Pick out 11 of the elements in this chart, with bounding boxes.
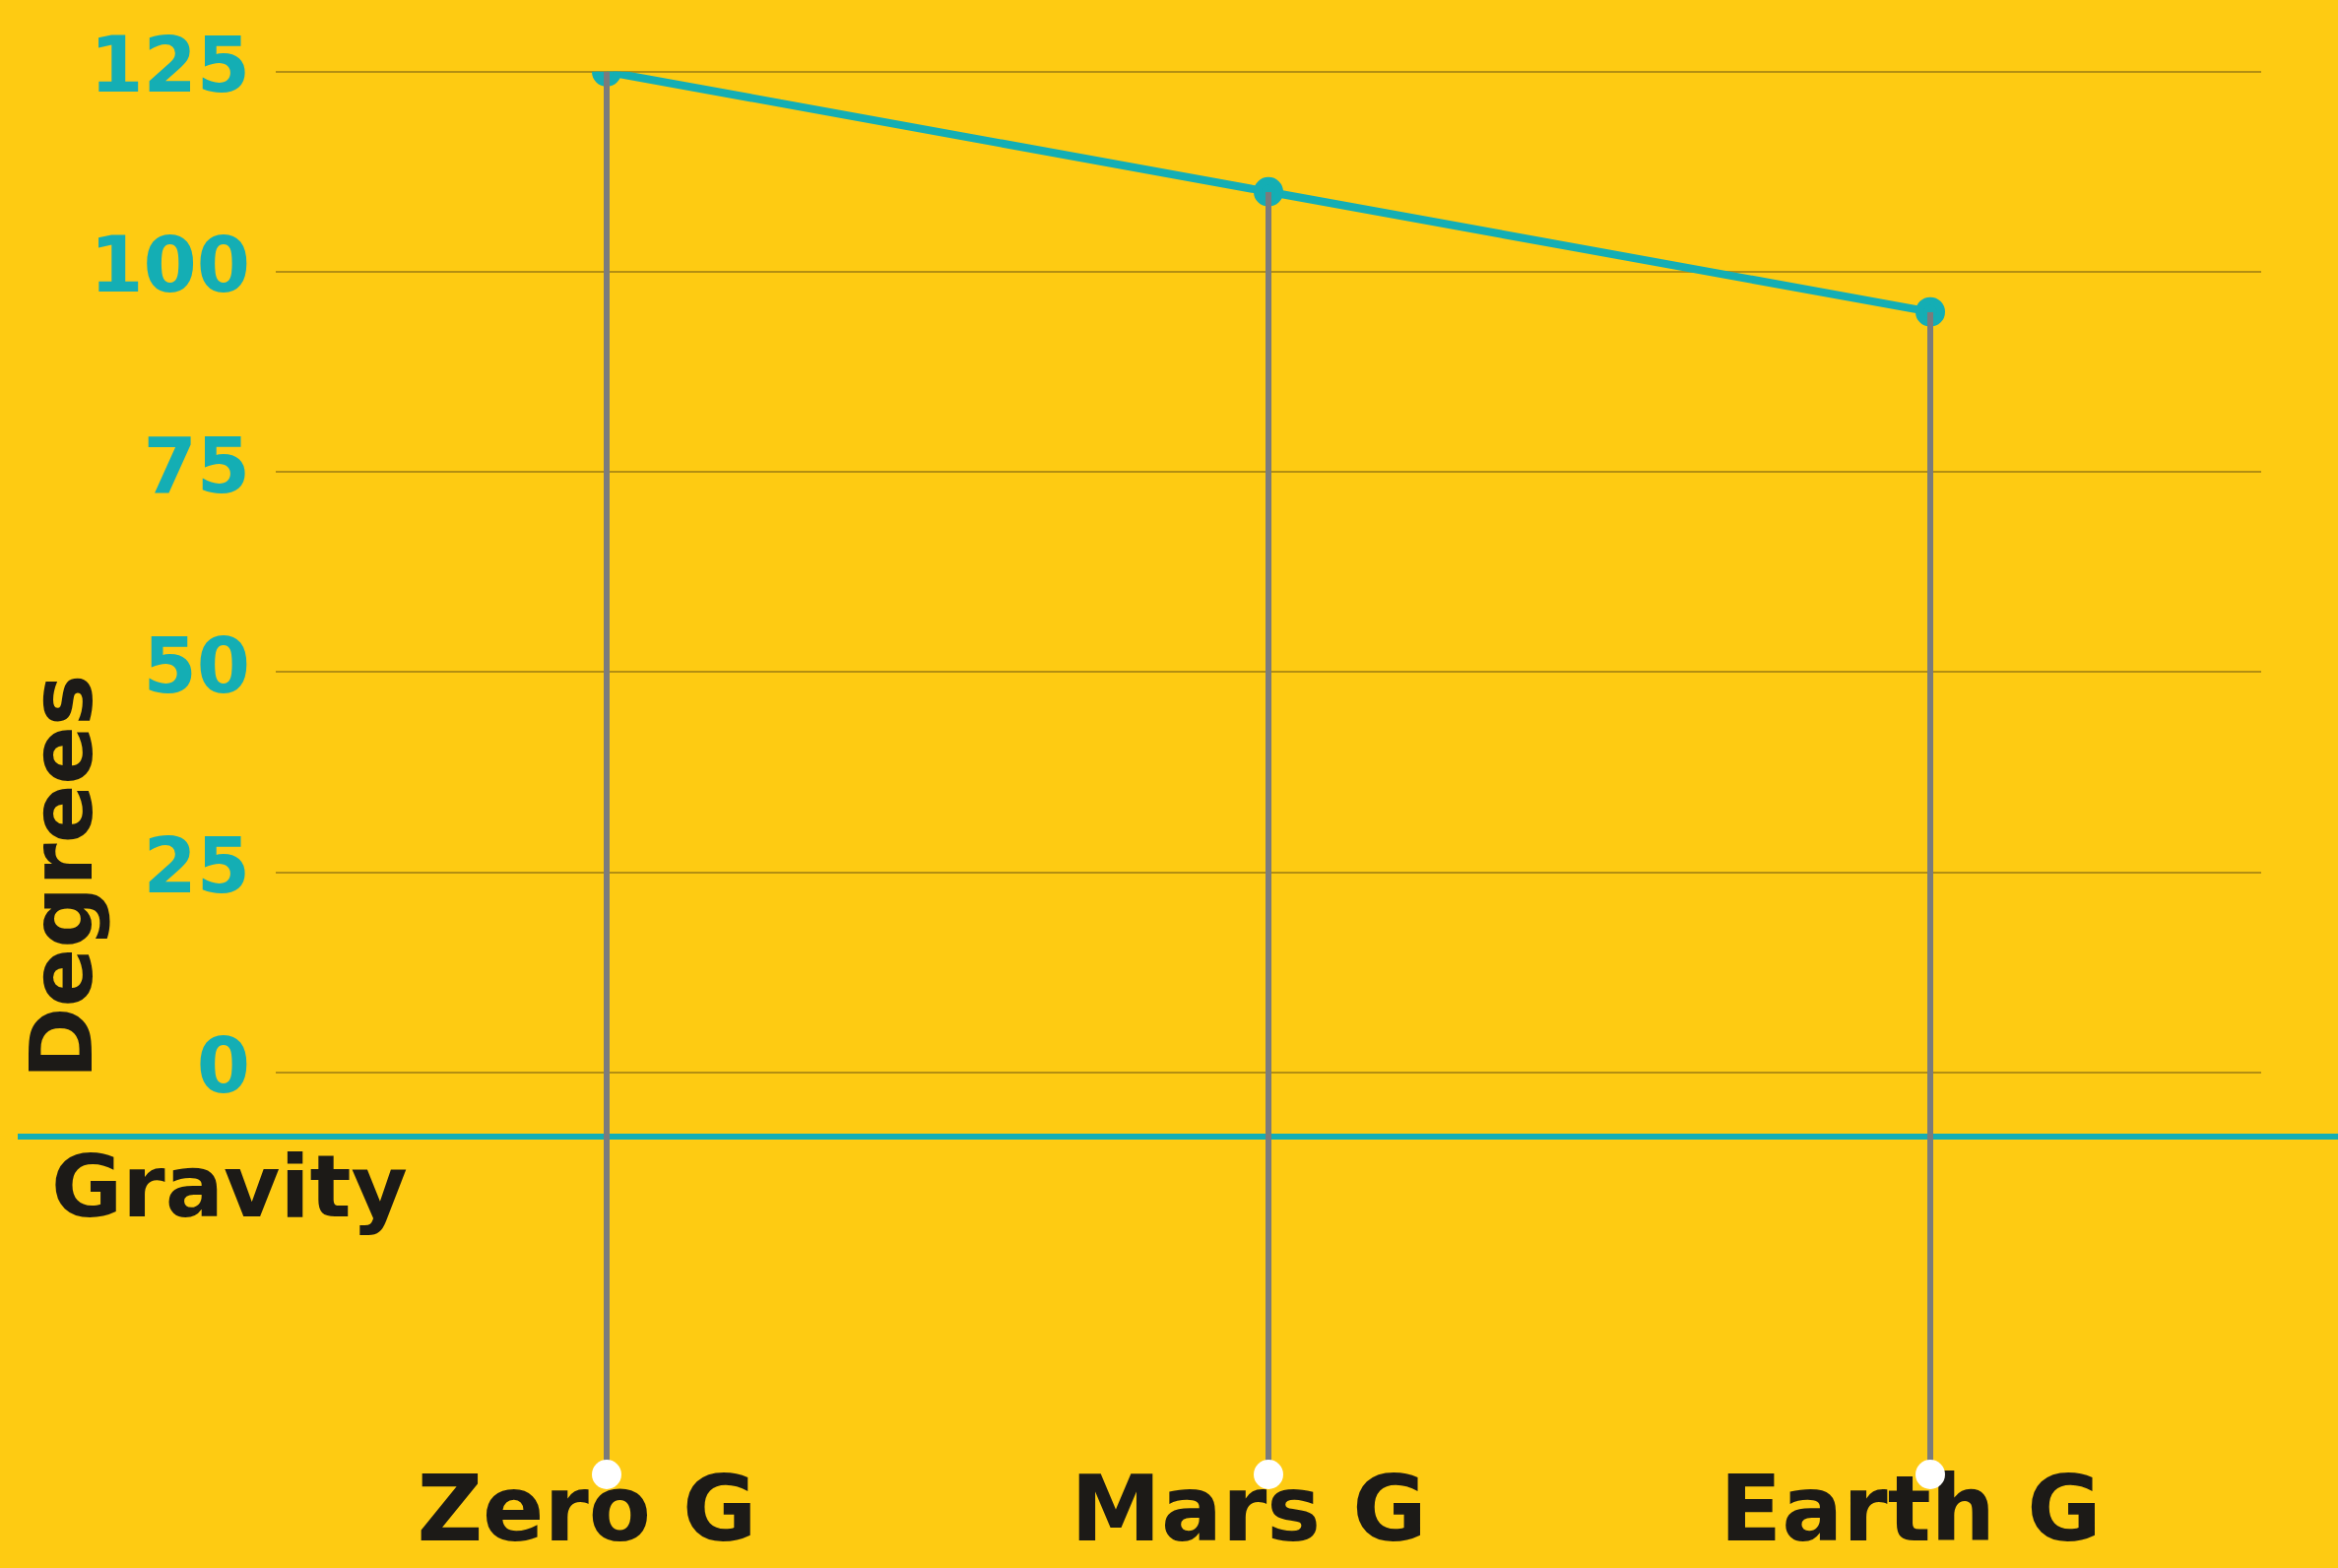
- x-tick-label: Earth G: [1720, 1456, 2102, 1562]
- x-tick-label: Zero G: [417, 1456, 757, 1562]
- x-tick-label: Mars G: [1071, 1456, 1427, 1562]
- x-axis-title: Gravity: [51, 1135, 408, 1237]
- y-tick-label: 25: [143, 821, 250, 910]
- y-axis-title: Degrees: [10, 674, 112, 1079]
- y-tick-label: 75: [143, 421, 250, 510]
- y-tick-label: 125: [90, 21, 250, 110]
- y-tick-label: 50: [143, 621, 250, 710]
- y-tick-label: 0: [196, 1021, 250, 1111]
- y-tick-label: 100: [90, 221, 250, 310]
